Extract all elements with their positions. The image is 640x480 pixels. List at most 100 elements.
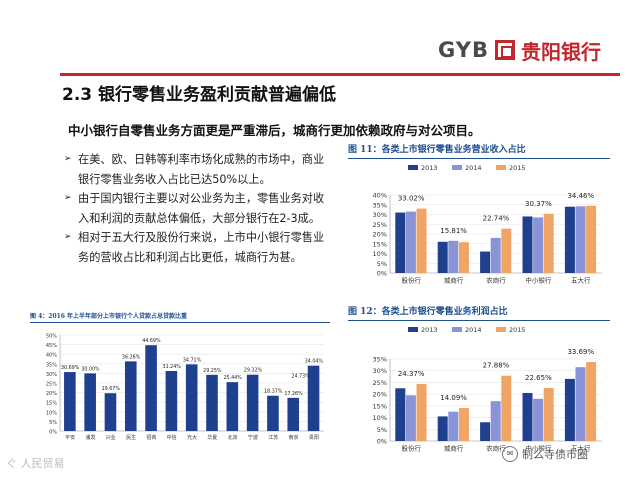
x-tick-label: 民生 xyxy=(126,434,136,441)
y-tick-label: 15% xyxy=(46,401,57,407)
y-tick-label: 0% xyxy=(377,270,387,278)
y-tick-label: 0% xyxy=(377,438,387,446)
x-tick-label: 城商行 xyxy=(444,444,464,453)
subtitle: 中小银行自零售业务方面更是严重滞后，城商行更加依赖政府与对公项目。 xyxy=(68,123,481,138)
watermark-left: ぐ 人民贸易 xyxy=(6,457,65,470)
bar xyxy=(267,395,279,431)
section-title: 2.3 银行零售业务盈利贡献普遍偏低 xyxy=(62,85,337,105)
bar xyxy=(543,213,554,273)
bar xyxy=(458,242,469,273)
bar xyxy=(575,206,586,273)
bank-name: 贵阳银行 xyxy=(521,39,601,64)
legend-label: 2013 xyxy=(421,326,438,334)
watermark-right-text: 制么寺债市圈 xyxy=(522,448,588,461)
x-tick-label: 南京 xyxy=(289,434,299,441)
y-tick-label: 35% xyxy=(46,362,57,368)
x-tick-label: 中信 xyxy=(167,434,177,441)
bar xyxy=(287,397,300,431)
legend-swatch xyxy=(496,165,506,170)
figure-11: 图 11：各类上市银行零售业务营业收入占比 2013 2014 2015 0% 5% 10… xyxy=(348,140,610,291)
x-tick-label: 城商行 xyxy=(444,276,464,285)
data-label: 33.69% xyxy=(567,348,594,356)
bar xyxy=(185,364,198,431)
y-tick-label: 10% xyxy=(373,414,387,422)
legend-swatch xyxy=(496,327,506,332)
data-label: 36.26% xyxy=(122,354,141,360)
y-tick-label: 30% xyxy=(373,211,387,219)
bar xyxy=(448,240,459,273)
bar xyxy=(124,361,137,431)
bar xyxy=(564,378,575,441)
y-tick-label: 0% xyxy=(49,430,57,436)
bank-logo: GYB 贵阳银行 xyxy=(438,34,601,66)
bullet-item: 相对于五大行及股份行来说，上市中小银行零售业务的营收占比和利润占比更低，城商行为… xyxy=(64,228,334,267)
x-tick-label: 贵阳 xyxy=(309,434,319,441)
x-tick-label: 北京 xyxy=(228,434,238,441)
bar xyxy=(448,411,459,441)
bar xyxy=(437,416,448,441)
data-label: 22.65% xyxy=(525,374,552,382)
bar xyxy=(480,251,491,273)
data-label: 30.00% xyxy=(81,366,100,372)
data-label: 29.25% xyxy=(203,368,222,374)
wechat-icon: ✉ xyxy=(502,446,518,462)
bullet-item: 在美、欧、日韩等利率市场化成熟的市场中，商业银行零售业务收入占比已达50%以上。 xyxy=(64,150,334,189)
data-label: 25.44% xyxy=(223,375,242,381)
figure-12: 图 12：各类上市银行零售业务利润占比 2013 2014 2015 0% 5% 10% 1… xyxy=(348,302,610,459)
figure-12-title: 图 12：各类上市银行零售业务利润占比 xyxy=(348,307,508,317)
bullet-item: 由于国内银行主要以对公业务为主，零售业务对收入和利润的贡献总体偏低，大部分银行在… xyxy=(64,189,334,228)
figure-4: 图 4：2016 年上半年部分上市银行个人贷款占总贷款比重 0% 5% 10% 15%… xyxy=(30,310,330,445)
y-tick-label: 25% xyxy=(46,382,57,388)
legend-label: 2015 xyxy=(509,164,526,172)
bar xyxy=(543,387,554,441)
bar xyxy=(405,211,416,273)
figure-12-chart: 2013 2014 2015 0% 5% 10% 15% 20% 25% 30% 35% 股份行 城商行… xyxy=(348,320,610,459)
data-label: 29.32% xyxy=(244,368,263,374)
x-tick-label: 江苏 xyxy=(268,434,278,441)
data-label: 24.73% xyxy=(291,374,310,380)
bar xyxy=(522,392,533,441)
y-tick-label: 10% xyxy=(373,250,387,258)
x-tick-label: 平安 xyxy=(65,434,75,441)
bar xyxy=(586,205,597,273)
data-label: 44.69% xyxy=(142,338,161,344)
data-label: 27.88% xyxy=(483,362,510,370)
y-tick-label: 40% xyxy=(46,353,57,359)
legend-swatch xyxy=(452,327,462,332)
data-label: 17.26% xyxy=(284,391,303,397)
x-tick-label: 农商行 xyxy=(486,444,506,453)
data-label: 33.02% xyxy=(398,195,425,203)
data-label: 30.37% xyxy=(525,200,552,208)
bar xyxy=(480,422,491,441)
x-tick-label: 兴业 xyxy=(106,434,116,441)
bar xyxy=(405,395,416,441)
data-label: 34.71% xyxy=(183,357,202,363)
x-tick-label: 股份行 xyxy=(401,276,421,285)
bar xyxy=(501,228,512,273)
y-tick-label: 20% xyxy=(46,391,57,397)
x-tick-label: 招商 xyxy=(146,434,156,441)
bar xyxy=(490,237,501,273)
data-label: 34.04% xyxy=(305,359,324,365)
bar xyxy=(533,217,544,273)
x-tick-label: 股份行 xyxy=(401,444,421,453)
bar xyxy=(165,371,178,431)
data-label: 34.46% xyxy=(567,192,594,200)
y-tick-label: 30% xyxy=(373,367,387,375)
data-label: 22.74% xyxy=(483,215,510,223)
bar xyxy=(575,367,586,441)
data-label: 31.24% xyxy=(163,364,182,370)
bar xyxy=(458,407,469,441)
header-rule xyxy=(60,73,620,76)
x-tick-label: 中小银行 xyxy=(525,276,552,285)
y-tick-label: 30% xyxy=(46,372,57,378)
x-tick-label: 中小银行 xyxy=(525,444,552,453)
figure-11-chart: 2013 2014 2015 0% 5% 10% 15%20% 25% 30% 35%40% 股份行… xyxy=(348,158,610,291)
bar xyxy=(64,372,76,431)
figure-4-title: 图 4：2016 年上半年部分上市银行个人贷款占总贷款比重 xyxy=(30,313,188,320)
y-tick-label: 20% xyxy=(373,391,387,399)
x-tick-label: 五大行 xyxy=(571,444,591,453)
bar xyxy=(84,373,96,431)
legend-label: 2013 xyxy=(421,164,438,172)
legend-swatch xyxy=(408,165,418,170)
